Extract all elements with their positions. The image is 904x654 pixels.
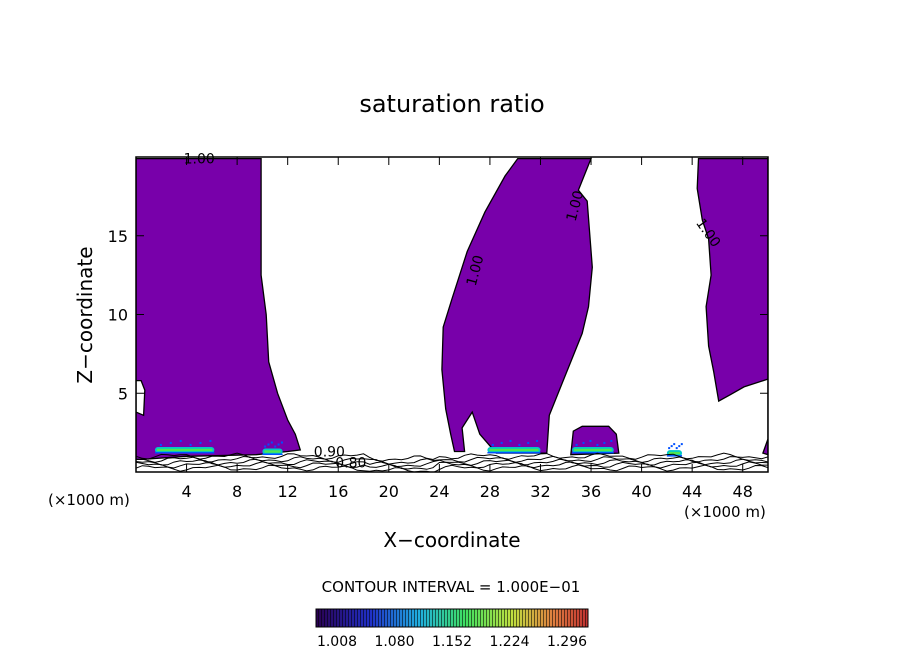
x-tick-label: 12 [278,482,298,501]
surface-speck [264,445,267,448]
contour-label: 1.00 [564,189,588,223]
surface-speck [280,441,283,444]
surface-band-edge-3 [572,451,614,454]
y-tick-label: 10 [108,306,128,325]
x-tick-label: 32 [530,482,550,501]
region-center [441,157,593,454]
surface-speck [673,443,676,446]
surface-band-edge-2 [487,451,541,454]
surface-speck [596,443,599,446]
surface-speck [500,441,503,444]
surface-speck [575,443,578,446]
surface-band-edge-0 [154,451,215,454]
y-axis-label: Z−coordinate [73,246,97,383]
colorbar-label: 1.152 [432,634,472,650]
surface-speck [678,445,681,448]
x-tick-label: 48 [733,482,753,501]
surface-speck [509,439,512,442]
surface-speck [670,445,673,448]
contour-line-3 [136,455,768,465]
x-tick-label: 8 [232,482,242,501]
contour-line-1 [136,461,768,470]
contour-label: 0.80 [335,456,366,472]
surface-contours [136,452,768,472]
x-axis-label: X−coordinate [383,528,520,552]
surface-speck [274,445,277,448]
x-tick-label: 4 [181,482,191,501]
colorbar-label: 1.080 [374,634,414,650]
surface-speck [668,447,671,450]
y-axis: 5 10 15 [108,227,768,403]
colorbar-label: 1.224 [489,634,529,650]
x-tick-label: 36 [581,482,601,501]
x-axis: 4 8 12 16 20 24 28 32 36 40 44 48 [181,157,753,501]
surface-speck [589,439,592,442]
surface-band-edge-4 [666,455,683,457]
surface-speck [603,441,606,444]
y-tick-label: 15 [108,227,128,246]
colorbar-labels: 1.008 1.080 1.152 1.224 1.296 [317,634,587,650]
filled-regions [136,157,768,461]
x-unit-label: (×1000 m) [48,491,130,509]
surface-speck [610,439,613,442]
region-left-notch-clip [136,379,146,417]
colorbar-label: 1.296 [547,634,587,650]
surface-band-core-1 [264,450,281,453]
surface-speck [491,443,494,446]
surface-speck [169,441,172,444]
surface-bands [154,439,683,457]
contour-label: 1.00 [184,152,215,168]
contour-line-4 [136,452,768,462]
surface-band-core-4 [668,451,681,455]
surface-band-core-3 [574,448,612,452]
x-tick-label: 44 [682,482,702,501]
surface-speck [536,439,539,442]
contour-line-2 [136,458,768,468]
region-right [696,157,768,456]
surface-speck [199,441,202,444]
colorbar: 1.008 1.080 1.152 1.224 1.296 [315,608,589,650]
surface-speck [527,441,530,444]
x-unit-label-right: (×1000 m) [684,503,766,521]
surface-band-edge-1 [262,453,283,456]
surface-speck [277,443,280,446]
surface-speck [518,443,521,446]
contour-label: 0.90 [314,445,345,461]
surface-speck [189,443,192,446]
x-tick-label: 24 [429,482,449,501]
surface-speck [179,439,182,442]
x-tick-label: 16 [328,482,348,501]
surface-speck [680,443,683,446]
chart-title: saturation ratio [359,90,544,118]
contour-line-0 [136,464,768,472]
surface-speck [159,443,162,446]
contour-label: 1.00 [464,254,488,288]
y-tick-label: 5 [118,384,128,403]
surface-speck [209,439,212,442]
surface-speck [675,447,678,450]
x-tick-label: 40 [631,482,651,501]
x-tick-label: 20 [379,482,399,501]
surface-speck [270,441,273,444]
surface-speck [582,441,585,444]
x-tick-label: 28 [480,482,500,501]
colorbar-stripes [316,609,588,627]
surface-band-core-0 [156,448,213,452]
colorbar-label: 1.008 [317,634,357,650]
contour-interval-label: CONTOUR INTERVAL = 1.000E−01 [322,578,581,596]
colorbar-frame [315,608,589,628]
surface-speck [267,443,270,446]
surface-band-core-2 [489,448,539,452]
region-left [136,157,302,461]
